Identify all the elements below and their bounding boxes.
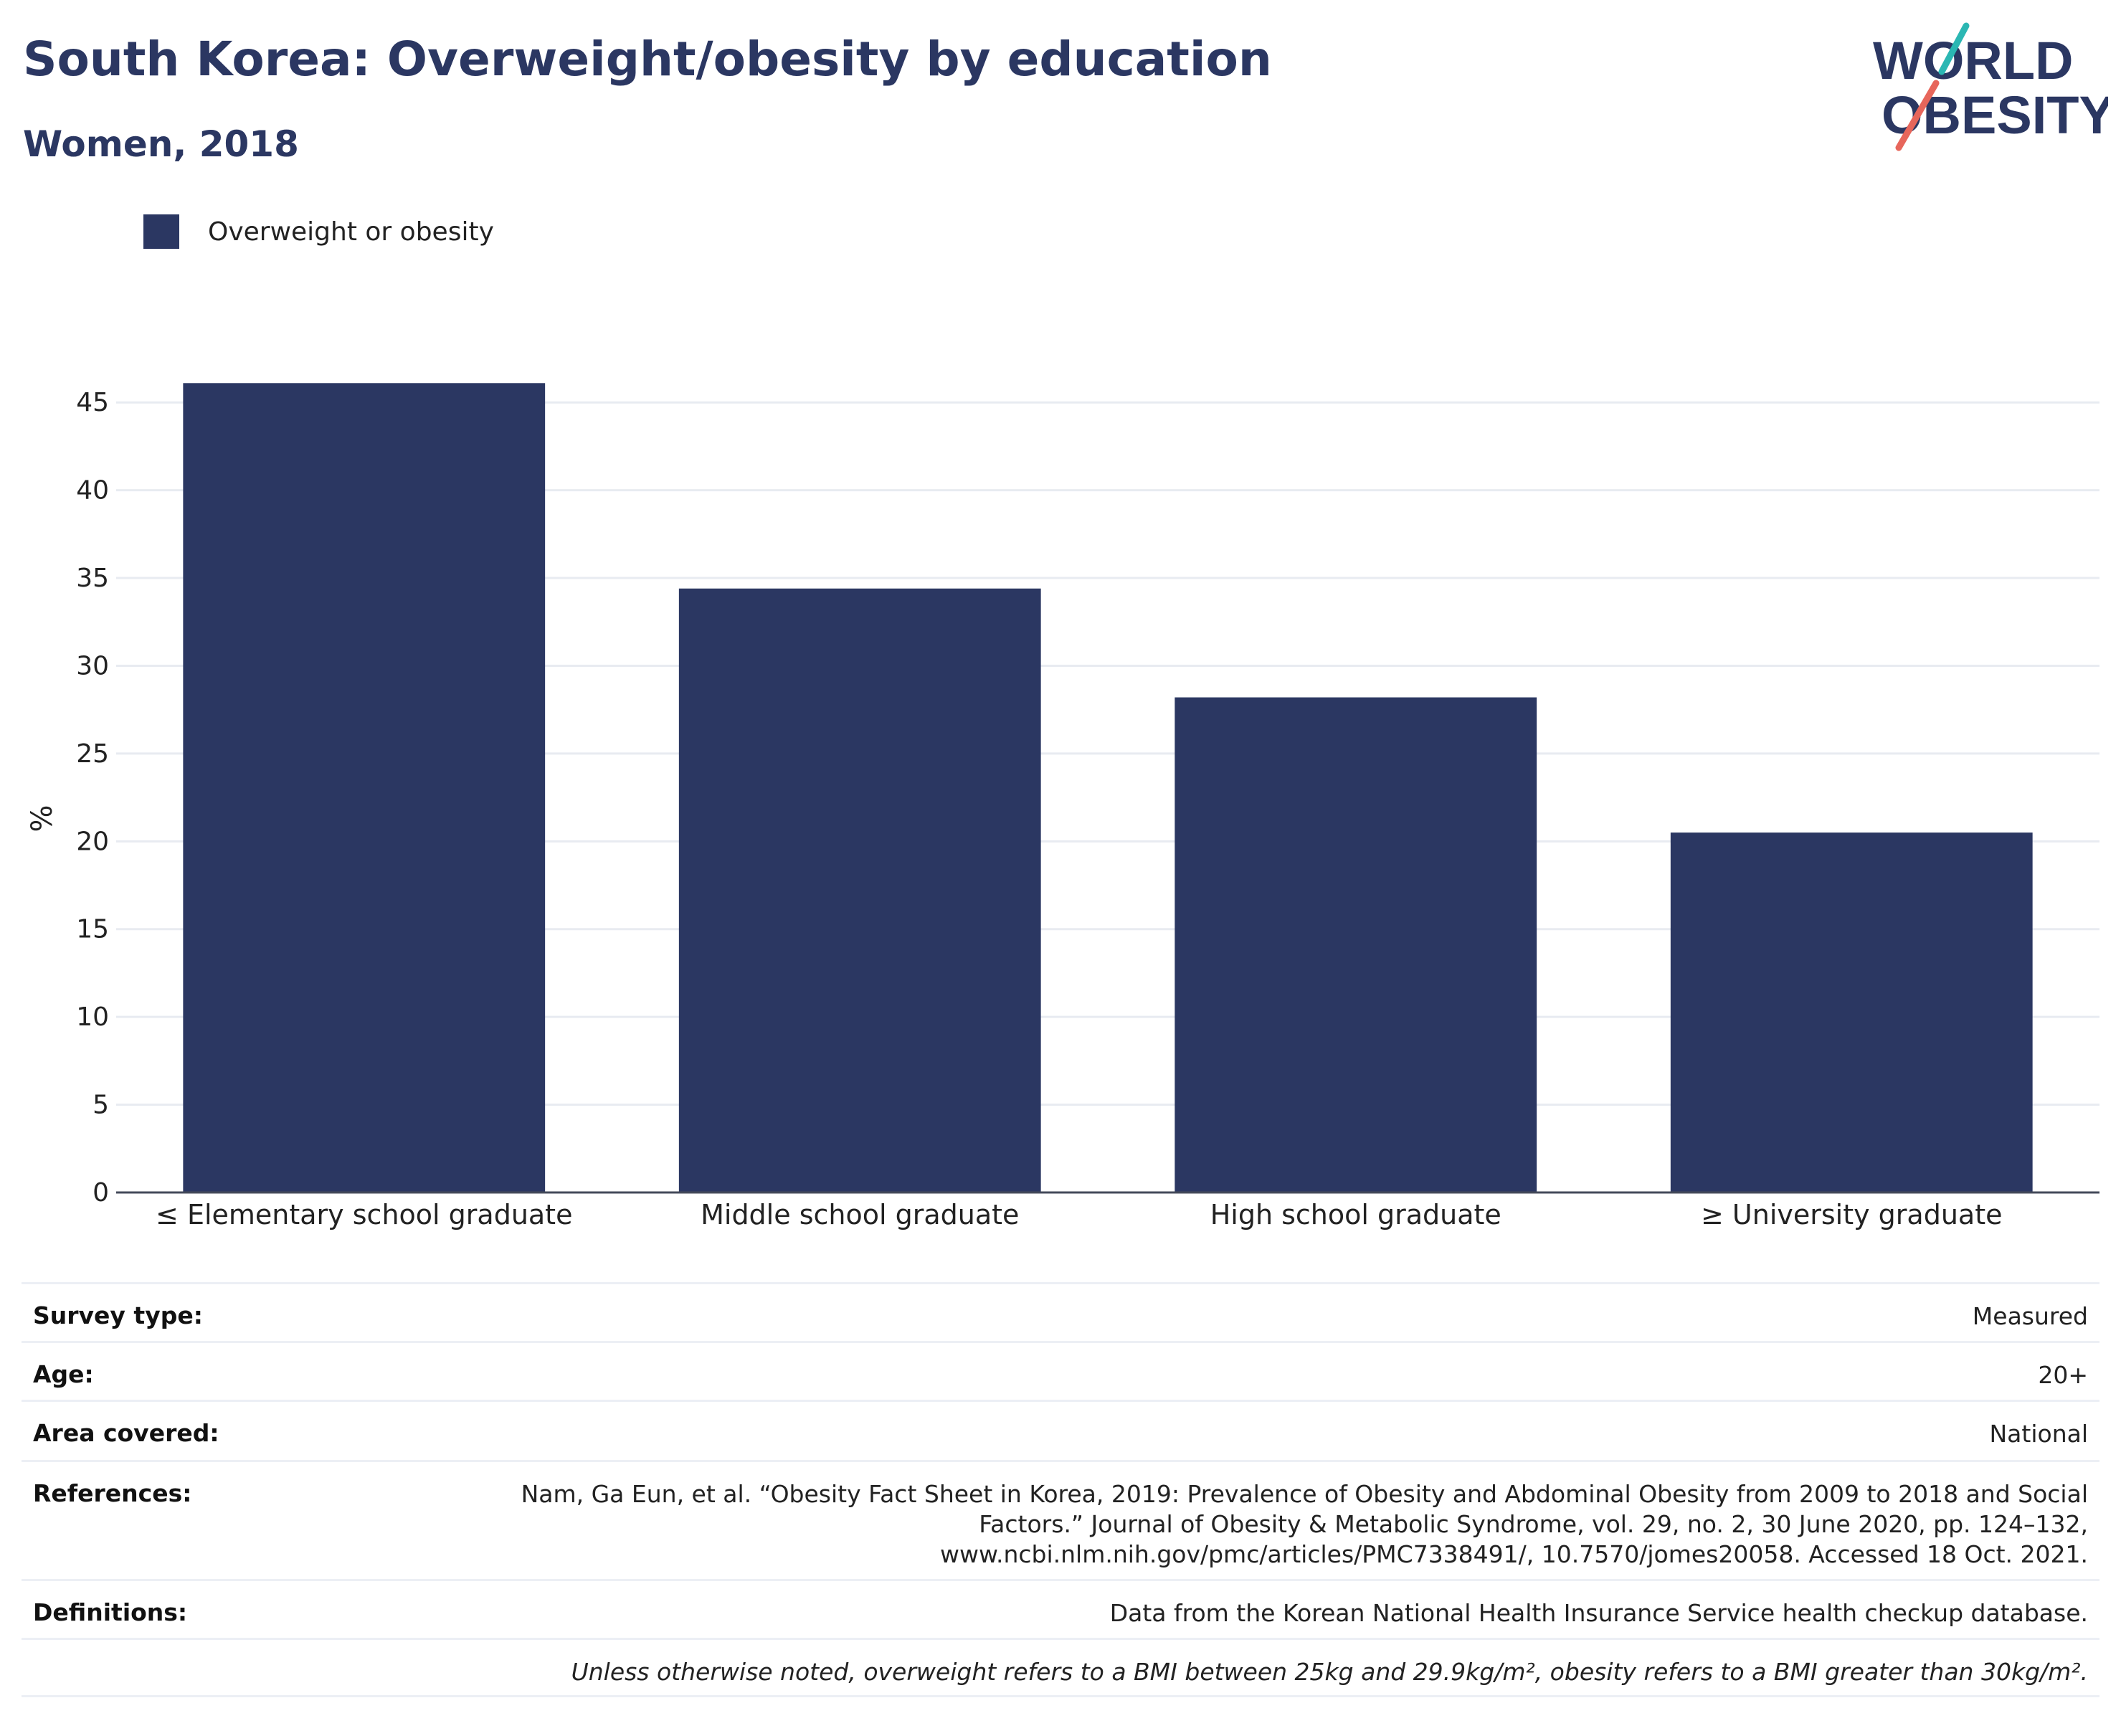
meta-row-bmi-note: Unless otherwise noted, overweight refer… bbox=[22, 1638, 2099, 1695]
meta-value: 20+ bbox=[2038, 1361, 2088, 1389]
reference-line: Factors.” Journal of Obesity & Metabolic… bbox=[979, 1510, 2088, 1538]
y-axis-label: % bbox=[26, 805, 59, 832]
meta-row-references: References: Nam, Ga Eun, et al. “Obesity… bbox=[22, 1460, 2099, 1579]
meta-key: Age: bbox=[33, 1360, 94, 1388]
meta-row-area-covered: Area covered: National bbox=[22, 1400, 2099, 1460]
y-tick-label: 45 bbox=[76, 388, 109, 417]
y-tick-label: 40 bbox=[76, 476, 109, 506]
metadata-table: Survey type: Measured Age: 20+ Area cove… bbox=[22, 1282, 2099, 1697]
bar bbox=[678, 588, 1041, 1192]
legend-swatch bbox=[143, 214, 179, 249]
x-tick-label: ≥ University graduate bbox=[1701, 1199, 2003, 1230]
x-tick-label: High school graduate bbox=[1210, 1199, 1501, 1230]
world-obesity-logo: WORLD OBESITY bbox=[1873, 22, 2108, 151]
logo-text-world: WORLD bbox=[1873, 31, 2074, 90]
legend: Overweight or obesity bbox=[143, 214, 494, 250]
meta-bottom-rule bbox=[22, 1695, 2099, 1697]
meta-key: Area covered: bbox=[33, 1419, 219, 1447]
bar bbox=[1670, 833, 2033, 1192]
meta-key: Survey type: bbox=[33, 1301, 203, 1329]
logo-slash-teal bbox=[1938, 22, 1970, 75]
y-tick-label: 5 bbox=[92, 1091, 109, 1120]
reference-line: www.ncbi.nlm.nih.gov/pmc/articles/PMC733… bbox=[940, 1540, 2088, 1568]
meta-value: Data from the Korean National Health Ins… bbox=[1109, 1599, 2088, 1627]
x-tick-label: Middle school graduate bbox=[701, 1199, 1019, 1230]
meta-row-definitions: Definitions: Data from the Korean Nation… bbox=[22, 1579, 2099, 1638]
y-tick-label: 25 bbox=[76, 739, 109, 769]
bar-chart: 0 5 10 15 20 25 30 35 40 45% ≤ Elementary school g… bbox=[26, 383, 2099, 1230]
meta-key: References: bbox=[33, 1479, 192, 1507]
meta-row-age: Age: 20+ bbox=[22, 1341, 2099, 1400]
chart-subtitle: Women, 2018 bbox=[23, 123, 299, 165]
chart-title: South Korea: Overweight/obesity by educa… bbox=[23, 32, 1272, 87]
meta-row-survey-type: Survey type: Measured bbox=[22, 1282, 2099, 1341]
meta-value: Nam, Ga Eun, et al. “Obesity Fact Sheet … bbox=[521, 1479, 2088, 1579]
x-tick-label: ≤ Elementary school graduate bbox=[156, 1199, 572, 1230]
y-tick-label: 20 bbox=[76, 827, 109, 856]
y-tick-label: 35 bbox=[76, 564, 109, 593]
legend-label: Overweight or obesity bbox=[208, 217, 494, 247]
meta-key: Definitions: bbox=[33, 1598, 188, 1626]
bar bbox=[1175, 697, 1537, 1192]
y-tick-label: 15 bbox=[76, 915, 109, 944]
meta-value: Measured bbox=[1972, 1302, 2088, 1330]
logo-slash-coral bbox=[1895, 80, 1940, 151]
y-tick-label: 0 bbox=[92, 1178, 109, 1208]
bar bbox=[183, 383, 546, 1193]
reference-line: Nam, Ga Eun, et al. “Obesity Fact Sheet … bbox=[521, 1480, 2088, 1508]
y-tick-label: 30 bbox=[76, 651, 109, 680]
y-tick-label: 10 bbox=[76, 1002, 109, 1032]
meta-value: Unless otherwise noted, overweight refer… bbox=[571, 1658, 2088, 1686]
meta-value: National bbox=[1989, 1420, 2088, 1448]
